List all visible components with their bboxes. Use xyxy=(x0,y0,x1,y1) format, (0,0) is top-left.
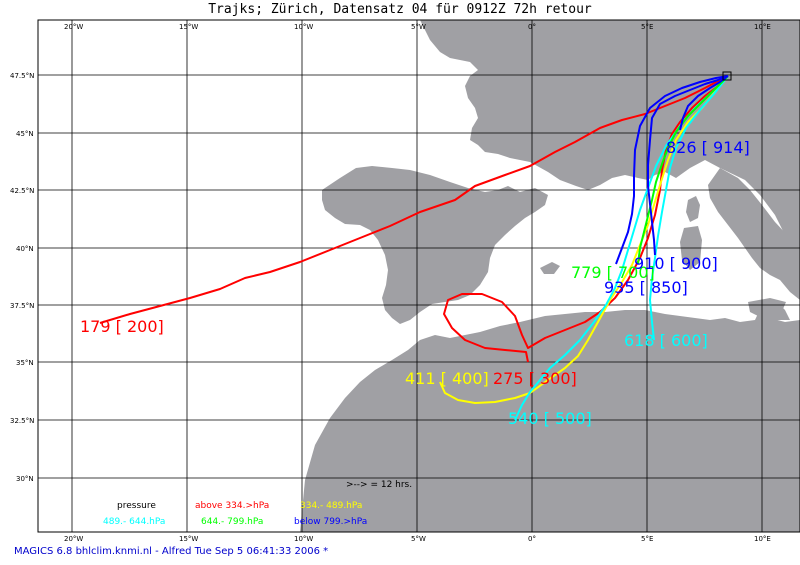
legend-pressure-label: pressure xyxy=(117,501,156,511)
lon-label-bottom: 20°W xyxy=(64,535,83,543)
lat-label: 40°N xyxy=(16,245,34,253)
trajectory-cyan-618 xyxy=(649,75,729,341)
land-north-africa xyxy=(300,310,800,532)
trajectory-blue-910 xyxy=(647,75,729,256)
lon-label-bottom: 15°W xyxy=(179,535,198,543)
legend-cyan: 489.- 644.hPa xyxy=(103,517,165,527)
land-iberia xyxy=(322,166,548,324)
lat-label: 35°N xyxy=(16,359,34,367)
label-yellow-411: 411 [ 400] xyxy=(405,369,489,388)
lat-label: 37.5°N xyxy=(10,302,34,310)
land-masses xyxy=(300,20,800,532)
label-cyan-540: 540 [ 500] xyxy=(508,409,592,428)
label-cyan-618: 618 [ 600] xyxy=(624,331,708,350)
lon-label-bottom: 0° xyxy=(528,535,536,543)
trajectory-blue-826 xyxy=(679,75,729,131)
lon-label-bottom: 10°W xyxy=(294,535,313,543)
land-corsica xyxy=(686,196,700,222)
legend-green: 644.- 799.hPa xyxy=(201,517,263,527)
lon-label-top: 10°W xyxy=(294,23,313,31)
label-blue-935: 935 [ 850] xyxy=(604,278,688,297)
legend: >--> = 12 hrs. pressure above 334.>hPa 3… xyxy=(103,480,412,527)
label-red-179: 179 [ 200] xyxy=(80,317,164,336)
lon-label-bottom: 5°W xyxy=(411,535,426,543)
trajectory-red-179 xyxy=(99,75,729,324)
footer-credit: MAGICS 6.8 bhlclim.knmi.nl - Alfred Tue … xyxy=(14,546,329,557)
trajectories xyxy=(99,75,729,421)
trajectory-green-779 xyxy=(637,75,729,265)
trajectory-labels: 179 [ 200] 275 [ 300] 411 [ 400] 540 [ 5… xyxy=(80,138,750,428)
lat-label: 47.5°N xyxy=(10,72,34,80)
trajectory-blue-935 xyxy=(615,75,729,265)
legend-red: above 334.>hPa xyxy=(195,501,269,511)
label-blue-910: 910 [ 900] xyxy=(634,254,718,273)
label-blue-826: 826 [ 914] xyxy=(666,138,750,157)
lon-label-top: 0° xyxy=(528,23,536,31)
land-europe xyxy=(420,20,800,250)
lat-label: 45°N xyxy=(16,130,34,138)
lon-label-top: 10°E xyxy=(754,23,771,31)
lon-label-bottom: 5°E xyxy=(641,535,653,543)
lat-label: 42.5°N xyxy=(10,187,34,195)
legend-yellow: 334.- 489.hPa xyxy=(300,501,362,511)
lon-label-bottom: 10°E xyxy=(754,535,771,543)
lat-label: 32.5°N xyxy=(10,417,34,425)
start-marker xyxy=(722,71,732,81)
lon-label-top: 20°W xyxy=(64,23,83,31)
map-title: Trajks; Zürich, Datensatz 04 für 0912Z 7… xyxy=(208,2,592,17)
lon-label-top: 5°W xyxy=(411,23,426,31)
land-balearics xyxy=(540,262,560,274)
lon-label-top: 15°W xyxy=(179,23,198,31)
graticule xyxy=(37,19,800,533)
trajectory-red-275 xyxy=(443,75,729,363)
axis-labels: 20°W 15°W 10°W 5°W 0° 5°E 10°E 20°W 15°W… xyxy=(10,23,771,543)
label-green-779: 779 [ 700] xyxy=(571,263,655,282)
land-italy xyxy=(708,168,800,300)
lat-label: 30°N xyxy=(16,475,34,483)
legend-blue: below 799.>hPa xyxy=(294,517,367,527)
label-red-275: 275 [ 300] xyxy=(493,369,577,388)
legend-arrow-note: >--> = 12 hrs. xyxy=(346,480,412,490)
lon-label-top: 5°E xyxy=(641,23,653,31)
trajectory-yellow-411 xyxy=(439,75,729,404)
